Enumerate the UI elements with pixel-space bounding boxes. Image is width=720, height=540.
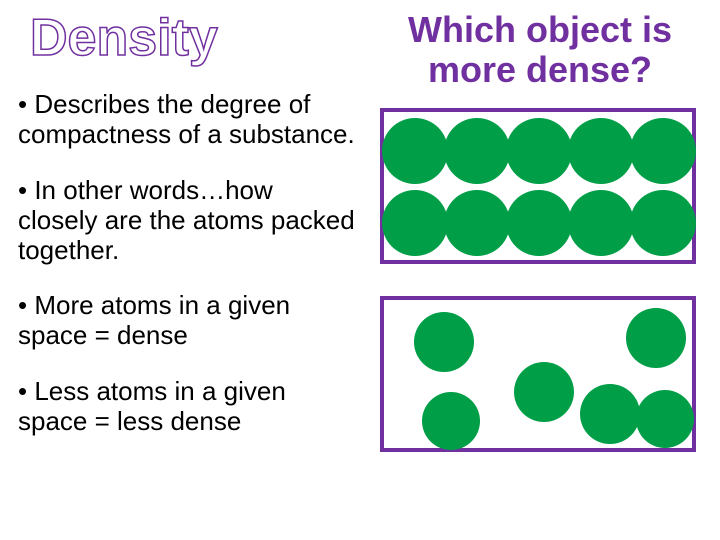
bullet-item: • More atoms in a given space = dense xyxy=(18,291,358,351)
atom-circle xyxy=(506,190,572,256)
atom-circle xyxy=(514,362,574,422)
atom-circle xyxy=(568,190,634,256)
atom-circle xyxy=(414,312,474,372)
atom-circle xyxy=(580,384,640,444)
atom-circle xyxy=(422,392,480,450)
bullet-item: • Describes the degree of compactness of… xyxy=(18,90,358,150)
atom-circle xyxy=(444,190,510,256)
atom-circle xyxy=(506,118,572,184)
bullet-item: • Less atoms in a given space = less den… xyxy=(18,377,358,437)
atom-circle xyxy=(444,118,510,184)
sparse-box xyxy=(380,296,696,452)
atom-circle xyxy=(630,118,696,184)
atom-circle xyxy=(636,390,694,448)
slide-title: Density xyxy=(30,8,218,68)
atom-circle xyxy=(630,190,696,256)
atom-circle xyxy=(568,118,634,184)
bullet-item: • In other words…how closely are the ato… xyxy=(18,176,358,266)
atom-circle xyxy=(382,118,448,184)
dense-box xyxy=(380,108,696,264)
atom-circle xyxy=(626,308,686,368)
atom-circle xyxy=(382,190,448,256)
question-heading: Which object is more dense? xyxy=(380,10,700,89)
bullet-list: • Describes the degree of compactness of… xyxy=(18,90,358,463)
